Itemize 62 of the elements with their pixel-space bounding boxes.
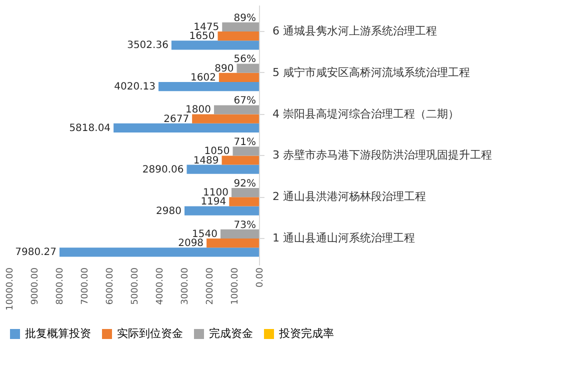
legend-label: 批复概算投资 (25, 327, 91, 340)
x-tick-label: 9000.00 (30, 267, 40, 305)
x-tick-label: 0.00 (256, 267, 266, 288)
bar (59, 248, 259, 257)
x-tick-label: 3000.00 (180, 267, 190, 305)
x-tick-label: 8000.00 (56, 267, 66, 305)
data-label: 56% (234, 54, 256, 66)
bar (192, 114, 259, 124)
data-label: 89% (234, 12, 256, 24)
data-label: 4020.13 (114, 82, 156, 93)
bar (222, 156, 259, 165)
x-tick-label: 2000.00 (206, 267, 216, 305)
data-label: 1650 (189, 31, 215, 42)
data-label: 92% (234, 178, 256, 190)
data-label: 1800 (186, 104, 211, 116)
y-tick-label: 2 通山县洪港河杨林段治理工程 (272, 190, 426, 204)
bar (114, 123, 259, 133)
bar (186, 164, 259, 174)
data-label: 73% (234, 220, 256, 231)
data-label: 1540 (192, 228, 218, 240)
data-label: 890 (214, 63, 234, 74)
x-tick-label: 5000.00 (130, 267, 140, 305)
bar (171, 40, 259, 50)
data-label: 7980.27 (15, 247, 56, 258)
data-label: 2890.06 (142, 164, 184, 176)
x-tick-label: 10000.00 (6, 267, 16, 310)
data-label: 1602 (190, 72, 216, 84)
data-label: 2098 (178, 238, 204, 250)
x-tick-label: 6000.00 (106, 267, 116, 305)
bar (229, 197, 259, 206)
data-label: 3502.36 (127, 40, 168, 52)
legend-label: 完成资金 (209, 327, 253, 340)
y-tick-label: 6 通城县隽水河上游系统治理工程 (272, 24, 437, 38)
data-label: 1194 (200, 196, 226, 208)
data-label: 2677 (164, 114, 190, 125)
bar (222, 22, 259, 32)
data-label: 1489 (193, 155, 219, 166)
bar (232, 146, 259, 156)
bar (218, 31, 259, 41)
x-tick-label: 4000.00 (156, 267, 166, 305)
data-label: 1475 (194, 22, 220, 33)
x-tick-label: 1000.00 (230, 267, 240, 305)
y-tick-label: 3 赤壁市赤马港下游段防洪治理巩固提升工程 (272, 148, 492, 162)
data-label: 71% (234, 137, 256, 148)
data-label: 67% (234, 96, 256, 107)
y-tick-label: 5 咸宁市咸安区高桥河流域系统治理工程 (272, 66, 470, 79)
y-tick-label: 4 崇阳县高堤河综合治理工程（二期） (272, 107, 459, 120)
bar (232, 188, 259, 198)
data-label: 1050 (204, 146, 230, 158)
bar (220, 229, 259, 239)
bar (206, 238, 259, 248)
x-tick-label: 7000.00 (80, 267, 90, 305)
bar (218, 72, 259, 82)
bar (158, 82, 259, 92)
data-label: 5818.04 (69, 122, 111, 134)
bar (184, 206, 259, 216)
legend-label: 实际到位资金 (117, 327, 183, 340)
y-tick-label: 1 通山县通山河系统治理工程 (272, 232, 415, 245)
bar (236, 64, 259, 73)
data-label: 2980 (156, 206, 182, 217)
legend-label: 投资完成率 (278, 327, 334, 340)
bar (214, 105, 259, 114)
